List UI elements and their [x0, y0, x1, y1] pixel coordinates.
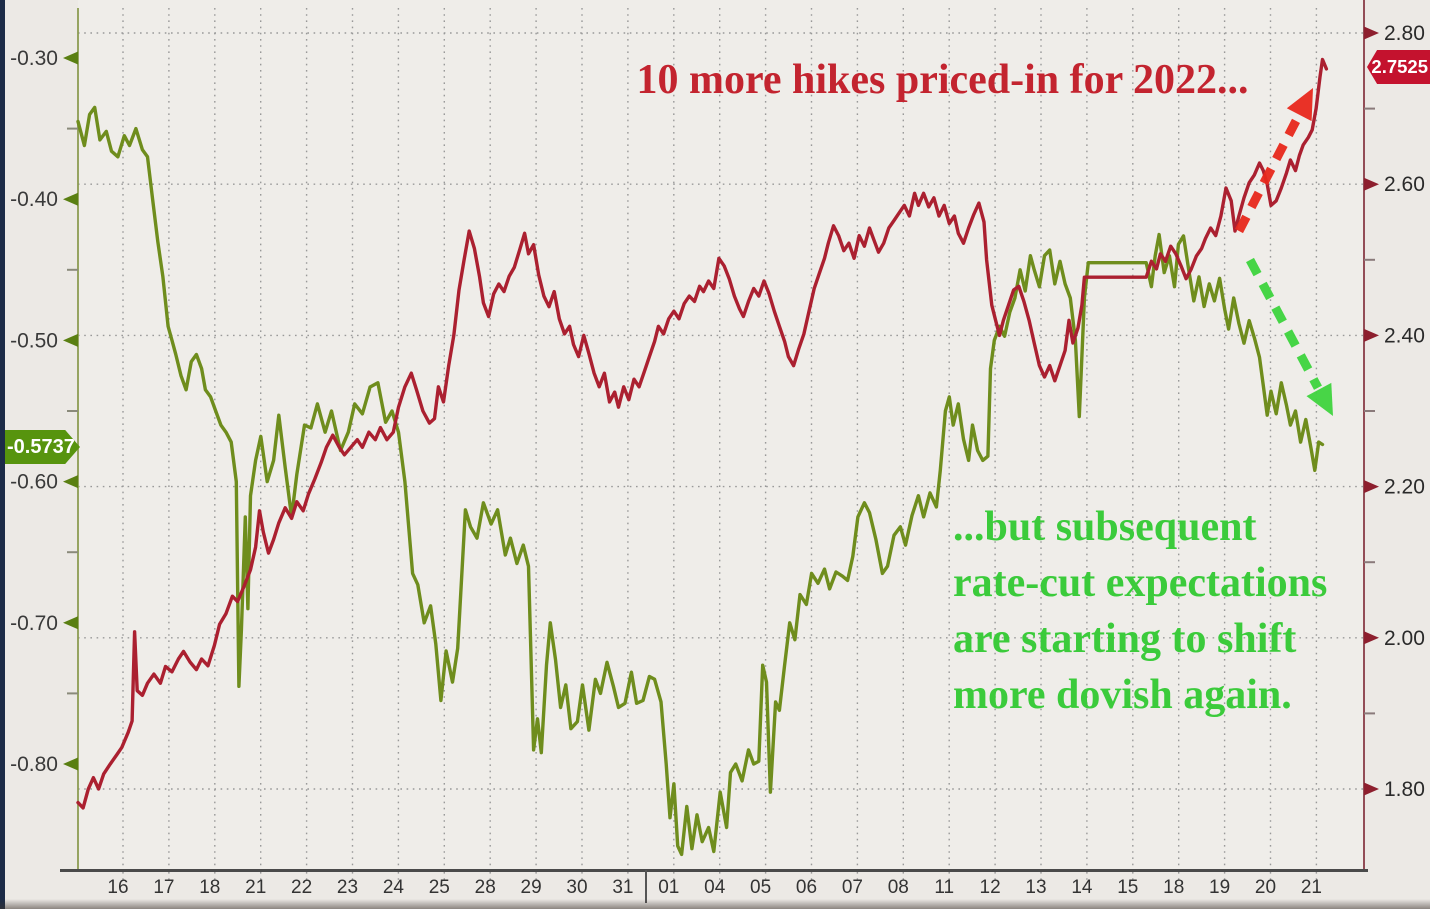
left-axis-label: -0.50	[10, 329, 58, 352]
dovish-down-arrow-head	[1306, 382, 1333, 416]
x-axis-label: 14	[1071, 877, 1093, 898]
x-axis-label: 24	[383, 877, 405, 898]
dovish-down-arrow	[1246, 257, 1322, 390]
right-axis-label: 2.60	[1384, 173, 1425, 196]
left-tick-arrow	[63, 51, 78, 65]
axes	[60, 0, 1368, 903]
left-axis-label: -0.30	[10, 47, 58, 70]
annotation-ratecut-text: ...but subsequent rate-cut expectations …	[953, 499, 1327, 723]
annotation-ratecut-line-2: rate-cut expectations	[953, 560, 1328, 606]
x-axis-label: 30	[566, 877, 587, 898]
x-axis-label: 28	[475, 877, 496, 898]
left-axis-label: -0.80	[10, 753, 58, 776]
video-edge-strip	[0, 0, 5, 909]
x-axis-label: 15	[1117, 877, 1138, 898]
x-axis-label: 17	[153, 877, 174, 898]
left-tick-arrow	[63, 192, 78, 206]
right-axis-label: 2.80	[1384, 22, 1425, 45]
x-axis-label: 13	[1025, 877, 1046, 898]
left-axis-label: -0.60	[10, 471, 58, 494]
left-axis-label: -0.70	[10, 612, 58, 635]
x-axis-label: 08	[888, 877, 909, 898]
annotation-arrows	[1235, 88, 1333, 416]
left-tick-arrow	[63, 475, 78, 489]
annotation-ratecut-line-1: ...but subsequent	[953, 504, 1257, 550]
annotation-ratecut-line-3: are starting to shift	[953, 616, 1297, 662]
x-axis-label: 18	[199, 877, 220, 898]
x-axis-label: 22	[291, 877, 312, 898]
left-tick-arrow	[63, 616, 78, 630]
left-tick-arrow	[63, 757, 78, 771]
left-tick-arrow	[63, 333, 78, 347]
left-axis-label: -0.40	[10, 188, 58, 211]
left-value-tag: -0.5737	[2, 430, 80, 464]
hikes-up-arrow	[1235, 114, 1303, 234]
right-axis-label: 2.40	[1384, 324, 1425, 347]
x-axis-label: 05	[750, 877, 771, 898]
x-axis-label: 11	[934, 877, 954, 898]
gridlines	[78, 8, 1364, 882]
annotation-ratecut-line-4: more dovish again.	[953, 672, 1292, 718]
annotation-hikes-text: 10 more hikes priced-in for 2022...	[636, 57, 1249, 103]
right-axis-label: 1.80	[1384, 778, 1425, 801]
hikes-up-arrow-head	[1286, 88, 1313, 122]
x-axis-label: 23	[337, 877, 358, 898]
x-axis-label: 21	[1301, 877, 1322, 898]
x-axis-label: 31	[612, 877, 633, 898]
x-axis-labels: 16 17 18 21 22 23 24 25 28 29 30 31 01 04 05 06 07 08 11 12…	[107, 877, 1322, 898]
x-axis-label: 16	[107, 877, 128, 898]
right-tick-arrow	[1364, 328, 1379, 342]
right-tick-arrow	[1364, 480, 1379, 494]
x-axis-label: 12	[980, 877, 1001, 898]
right-tick-arrow	[1364, 782, 1379, 796]
x-axis-label: 29	[521, 877, 542, 898]
x-axis-label: 01	[658, 877, 679, 898]
right-axis-label: 2.00	[1384, 627, 1425, 650]
x-axis-label: 20	[1255, 877, 1276, 898]
y-axis-ticks: -0.30 -0.40 -0.50 -0.60 -0.70 -0.80 2.80 2.60 2.…	[10, 22, 1425, 801]
red_line-series	[76, 57, 1329, 810]
right-axis-label: 2.20	[1384, 476, 1425, 499]
right-tick-arrow	[1364, 631, 1379, 645]
bottom-video-fade	[0, 899, 1430, 909]
green_line-series	[76, 105, 1325, 857]
right-tick-arrow	[1364, 26, 1379, 40]
x-axis-label: 21	[245, 877, 266, 898]
x-axis-label: 25	[429, 877, 450, 898]
plot-area	[78, 0, 1364, 870]
x-axis-label: 07	[842, 877, 863, 898]
x-axis-label: 06	[796, 877, 817, 898]
right-value-tag: 2.7525	[1367, 50, 1430, 84]
x-axis-label: 04	[704, 877, 726, 898]
x-axis-label: 18	[1163, 877, 1184, 898]
right-tick-arrow	[1364, 177, 1379, 191]
x-axis-label: 19	[1209, 877, 1230, 898]
